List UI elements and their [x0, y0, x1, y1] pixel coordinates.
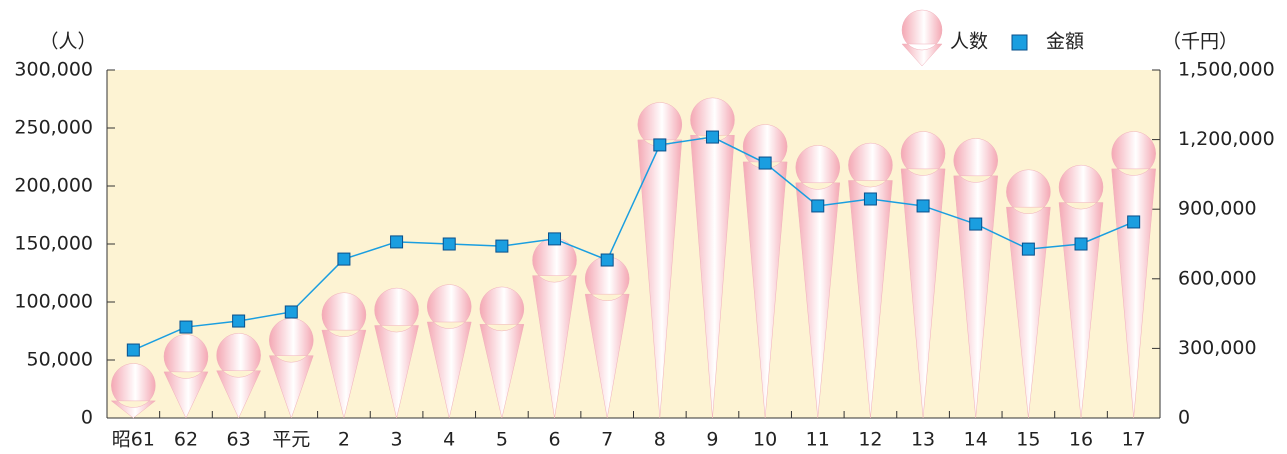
x-tick-label: 6: [548, 429, 560, 451]
x-tick-label: 17: [1122, 429, 1146, 451]
y2-tick-label: 1,500,000: [1178, 59, 1275, 81]
line-marker: [705, 130, 719, 144]
line-marker: [126, 343, 140, 357]
line-marker: [600, 253, 614, 267]
plot-background: [107, 70, 1160, 418]
y2-tick-label: 1,200,000: [1178, 128, 1275, 150]
y2-tick-label: 300,000: [1178, 337, 1257, 359]
pictograph-bar: [953, 138, 998, 419]
pictograph-bar: [1058, 164, 1104, 419]
x-tick-label: 9: [706, 429, 718, 451]
x-tick-label: 15: [1016, 429, 1040, 451]
y-tick-label: 150,000: [14, 233, 93, 255]
line-marker: [863, 192, 877, 206]
line-marker: [969, 217, 983, 231]
x-tick-label: 10: [753, 429, 777, 451]
y-tick-label: 200,000: [14, 175, 93, 197]
y-tick-label: 100,000: [14, 291, 93, 313]
line-marker: [284, 305, 298, 319]
line-marker: [442, 237, 456, 251]
pictograph-bar: [1006, 169, 1051, 419]
y2-tick-label: 600,000: [1178, 267, 1257, 289]
y-tick-label: 0: [81, 407, 93, 429]
y2-axis-label: （千円）: [1162, 31, 1238, 53]
line-marker: [1127, 215, 1141, 229]
pictograph-bar: [795, 145, 841, 419]
x-tick-label: 13: [911, 429, 935, 451]
x-tick-label: 62: [174, 429, 198, 451]
legend-label: 人数: [950, 31, 988, 53]
x-tick-label: 12: [858, 429, 882, 451]
line-marker: [916, 199, 930, 213]
pictograph-bar: [1111, 131, 1156, 419]
line-marker: [390, 235, 404, 249]
y-tick-label: 250,000: [14, 117, 93, 139]
pictograph-bar: [848, 142, 893, 419]
pictograph-bar: [163, 334, 209, 419]
pictograph-bar: [584, 256, 630, 419]
line: [133, 136, 1134, 351]
x-tick-label: 16: [1069, 429, 1093, 451]
legend-label: 金額: [1046, 31, 1084, 53]
line-marker: [232, 314, 246, 328]
pictograph-bar: [900, 131, 946, 419]
line-marker: [495, 239, 509, 253]
pictograph-bar: [426, 284, 472, 419]
x-tick-label: 平元: [272, 429, 310, 451]
line-marker: [811, 199, 825, 213]
line-marker: [1021, 242, 1035, 256]
pictograph-bar: [479, 286, 525, 419]
pictograph-bar: [110, 363, 157, 419]
y-axis-label: （人）: [39, 31, 96, 53]
line-marker: [1074, 237, 1088, 251]
x-tick-label: 11: [806, 429, 830, 451]
x-tick-label: 7: [601, 429, 613, 451]
pictograph-bar: [216, 333, 262, 419]
y-tick-label: 50,000: [27, 349, 93, 371]
line-marker: [758, 156, 772, 170]
legend-icon: [1011, 34, 1028, 51]
x-tick-label: 5: [496, 429, 508, 451]
pictograph-bar: [532, 237, 577, 419]
x-tick-label: 3: [391, 429, 403, 451]
x-tick-label: 2: [338, 429, 350, 451]
line-marker: [179, 320, 193, 334]
line-marker: [337, 252, 351, 266]
y2-tick-label: 0: [1178, 407, 1190, 429]
pictograph-bar: [268, 317, 314, 419]
y2-tick-label: 900,000: [1178, 198, 1257, 220]
legend-icon: [901, 9, 943, 67]
line-marker: [653, 138, 667, 152]
line-marker: [548, 232, 562, 246]
x-tick-label: 4: [443, 429, 455, 451]
x-tick-label: 昭61: [112, 429, 155, 451]
x-tick-label: 63: [227, 429, 251, 451]
pictograph-bar: [321, 292, 367, 419]
x-tick-label: 14: [964, 429, 988, 451]
y-tick-label: 300,000: [14, 59, 93, 81]
x-tick-label: 8: [654, 429, 666, 451]
pictograph-bar: [374, 287, 419, 419]
